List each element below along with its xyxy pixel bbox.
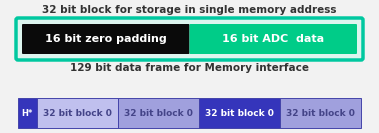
FancyBboxPatch shape — [190, 24, 357, 54]
Text: 32 bit block for storage in single memory address: 32 bit block for storage in single memor… — [42, 5, 337, 15]
Text: 16 bit ADC  data: 16 bit ADC data — [222, 34, 324, 44]
Text: 32 bit block 0: 32 bit block 0 — [43, 109, 112, 117]
Bar — [118, 98, 199, 128]
Text: 32 bit block 0: 32 bit block 0 — [286, 109, 355, 117]
Bar — [18, 98, 37, 128]
Text: 32 bit block 0: 32 bit block 0 — [124, 109, 193, 117]
Text: 129 bit data frame for Memory interface: 129 bit data frame for Memory interface — [70, 63, 309, 73]
Bar — [280, 98, 361, 128]
FancyBboxPatch shape — [16, 18, 363, 60]
FancyBboxPatch shape — [22, 24, 190, 54]
Bar — [37, 98, 118, 128]
Text: H*: H* — [22, 109, 33, 117]
Text: 16 bit zero padding: 16 bit zero padding — [45, 34, 167, 44]
Text: 32 bit block 0: 32 bit block 0 — [205, 109, 274, 117]
Bar — [199, 98, 280, 128]
